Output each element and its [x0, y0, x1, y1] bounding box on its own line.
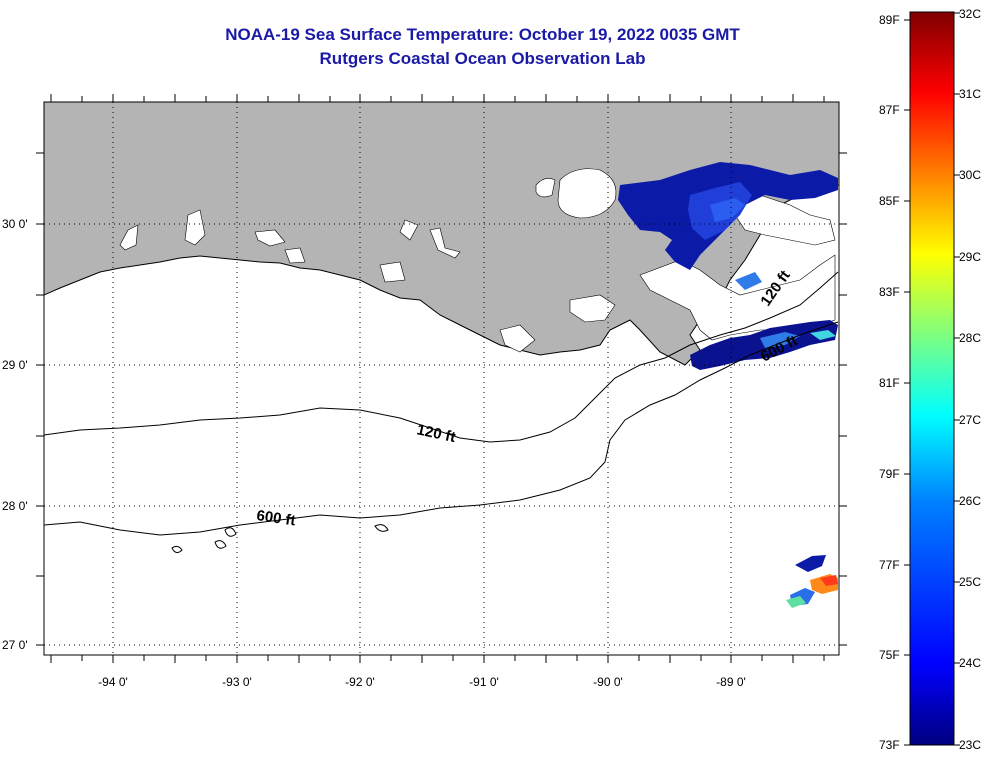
colorbar-c-29: 29C: [959, 250, 981, 264]
contour-120ft: [44, 271, 839, 443]
colorbar-f-87: 87F: [879, 103, 900, 117]
map-subtitle: Rutgers Coastal Ocean Observation Lab: [319, 49, 646, 68]
inland-lakes: [119, 168, 836, 353]
colorbar-c-32: 32C: [959, 7, 981, 21]
lat-label-27: 27 0': [2, 638, 28, 652]
lon-label-91: -91 0': [469, 675, 499, 689]
colorbar-f-81: 81F: [879, 376, 900, 390]
map-title: NOAA-19 Sea Surface Temperature: October…: [225, 25, 740, 44]
colorbar-f-83: 83F: [879, 285, 900, 299]
colorbar-c-30: 30C: [959, 168, 981, 182]
colorbar-c-28: 28C: [959, 331, 981, 345]
lon-label-90: -90 0': [593, 675, 623, 689]
contour-label-600ft-west: 600 ft: [255, 507, 296, 529]
colorbar-f-85: 85F: [879, 194, 900, 208]
colorbar-c-27: 27C: [959, 413, 981, 427]
lon-label-92: -92 0': [345, 675, 375, 689]
map-ticks: [36, 94, 847, 663]
lon-label-89: -89 0': [716, 675, 746, 689]
lon-label-93: -93 0': [222, 675, 252, 689]
lat-label-28: 28 0': [2, 499, 28, 513]
colorbar-c-26: 26C: [959, 494, 981, 508]
colorbar-f-79: 79F: [879, 467, 900, 481]
colorbar-f-77: 77F: [879, 558, 900, 572]
lat-label-29: 29 0': [2, 358, 28, 372]
lon-label-94: -94 0': [98, 675, 128, 689]
colorbar-f-89: 89F: [879, 13, 900, 27]
colorbar-c-25: 25C: [959, 575, 981, 589]
colorbar-c-31: 31C: [959, 87, 981, 101]
colorbar-c-23: 23C: [959, 738, 981, 752]
colorbar-f-73: 73F: [879, 738, 900, 752]
colorbar-ticks: [904, 12, 960, 746]
graticule: [44, 102, 839, 655]
bathymetry-contours: [44, 271, 839, 554]
map-frame: [43, 101, 840, 656]
contour-600ft: [44, 321, 839, 536]
sst-data: [618, 162, 838, 608]
lat-label-30: 30 0': [2, 217, 28, 231]
colorbar: [909, 11, 955, 746]
colorbar-c-24: 24C: [959, 656, 981, 670]
colorbar-f-75: 75F: [879, 648, 900, 662]
